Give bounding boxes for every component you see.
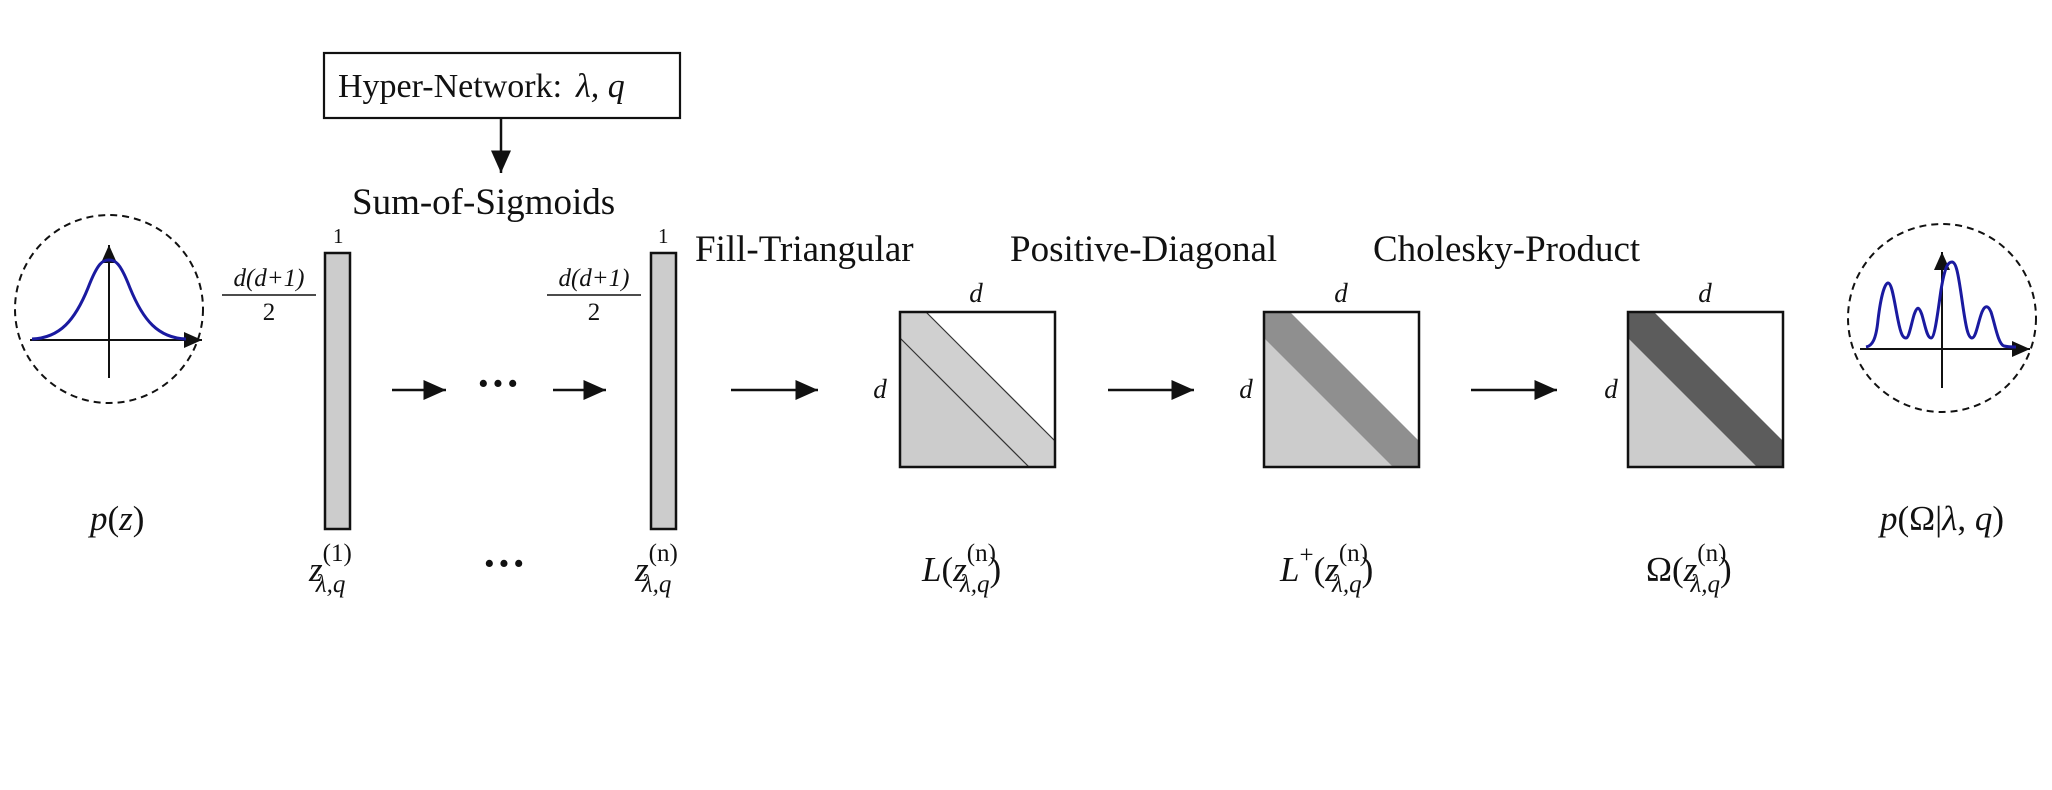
Lp-symbol: L xyxy=(1279,550,1299,589)
target-p-symbol: p xyxy=(1877,499,1898,538)
Lp-plus-sup: + xyxy=(1299,542,1313,569)
hypernetwork-text: Hyper-Network: xyxy=(338,68,562,105)
matrix-L-diag-edge-lower xyxy=(899,337,1030,468)
omega-superscript: (n) xyxy=(1697,540,1726,567)
vector-zn-height-denominator: 2 xyxy=(588,299,601,326)
matrix-L-diag-edge-upper xyxy=(925,311,1056,442)
L-superscript: (n) xyxy=(967,540,996,567)
zn-subscript: λ,q xyxy=(641,571,672,598)
vector-z1-width-label: 1 xyxy=(333,224,344,248)
multimodal-curve xyxy=(1865,260,2017,349)
base-arg-symbol: z xyxy=(118,499,133,538)
hypernetwork-label: Hyper-Network: λ, q xyxy=(338,68,625,105)
zn-symbol: z xyxy=(634,550,649,589)
matrix-omega: d d xyxy=(1604,278,1785,469)
matrix-L-plus-diagonal xyxy=(1264,312,1419,467)
base-distribution-label: p(z) xyxy=(87,499,144,538)
z1-superscript: (1) xyxy=(323,540,352,567)
z1-symbol: z xyxy=(308,550,323,589)
ellipsis-mid: ··· xyxy=(476,359,520,408)
matrix-omega-width-label: d xyxy=(1698,278,1712,308)
Lp-subscript: λ,q xyxy=(1331,571,1362,598)
vector-z1-bar xyxy=(323,251,352,531)
z1-subscript: λ,q xyxy=(315,571,346,598)
Lp-superscript: (n) xyxy=(1339,540,1368,567)
matrix-L-plus-frame xyxy=(1262,310,1421,469)
matrix-L-height-label: d xyxy=(873,374,887,404)
gaussian-curve xyxy=(31,258,187,341)
base-p-symbol: p xyxy=(87,499,108,538)
base-distribution xyxy=(14,214,204,404)
target-bar-symbol: | xyxy=(1935,499,1942,538)
omega-z-symbol: z xyxy=(1683,550,1698,589)
hypernetwork-box xyxy=(322,51,682,120)
matrix-L-width-label: d xyxy=(969,278,983,308)
omega-subscript: λ,q xyxy=(1689,571,1720,598)
matrix-omega-height-label: d xyxy=(1604,374,1618,404)
matrix-L-plus-width-label: d xyxy=(1334,278,1348,308)
target-omega-symbol: Ω xyxy=(1909,499,1935,538)
ellipsis-labels: ··· xyxy=(482,539,526,588)
L-subscript: λ,q xyxy=(959,571,990,598)
vector-zn-bar xyxy=(649,251,678,531)
matrix-L-frame xyxy=(898,310,1057,469)
Lp-z-symbol: z xyxy=(1324,550,1339,589)
matrix-omega-diagonal xyxy=(1628,312,1783,467)
vector-z1-height-denominator: 2 xyxy=(263,299,276,326)
vector-z1: 1 d(d+1) 2 xyxy=(222,224,352,531)
L-plus-label: L+(z(n) λ,q) xyxy=(1279,540,1373,598)
matrix-omega-frame xyxy=(1626,310,1785,469)
base-distribution-circle xyxy=(14,214,204,404)
zn-label: z(n) λ,q xyxy=(634,540,678,598)
stage-sum-of-sigmoids: Sum-of-Sigmoids xyxy=(352,182,615,223)
target-q-symbol: q xyxy=(1975,499,1993,538)
hypernetwork-params: λ, q xyxy=(575,68,625,105)
vector-zn: 1 d(d+1) 2 xyxy=(547,224,678,531)
vector-zn-width-label: 1 xyxy=(658,224,669,248)
matrix-L-plus-height-label: d xyxy=(1239,374,1253,404)
omega-label: Ω(z(n) λ,q) xyxy=(1646,540,1732,598)
L-z-symbol: z xyxy=(952,550,967,589)
stage-fill-triangular: Fill-Triangular xyxy=(695,229,914,270)
L-label: L(z(n) λ,q) xyxy=(921,540,1001,598)
vector-zn-height-numerator: d(d+1) xyxy=(558,265,629,292)
target-lambda-symbol: λ xyxy=(1941,499,1957,538)
hypernetwork-node: Hyper-Network: λ, q xyxy=(322,51,682,120)
L-symbol: L xyxy=(921,550,941,589)
stage-positive-diagonal: Positive-Diagonal xyxy=(1010,229,1277,270)
target-distribution-label: p(Ω|λ, q) xyxy=(1877,499,2004,538)
vector-z1-height-numerator: d(d+1) xyxy=(233,265,304,292)
omega-symbol: Ω xyxy=(1646,550,1672,589)
matrix-L-plus: d d xyxy=(1239,278,1421,469)
target-distribution-circle xyxy=(1847,223,2037,413)
target-distribution xyxy=(1847,223,2037,413)
z1-label: z(1) λ,q xyxy=(308,540,352,598)
matrix-L: d d xyxy=(873,278,1057,469)
zn-superscript: (n) xyxy=(649,540,678,567)
matrix-L-diagonal xyxy=(900,312,1055,467)
stage-cholesky-product: Cholesky-Product xyxy=(1373,229,1641,270)
